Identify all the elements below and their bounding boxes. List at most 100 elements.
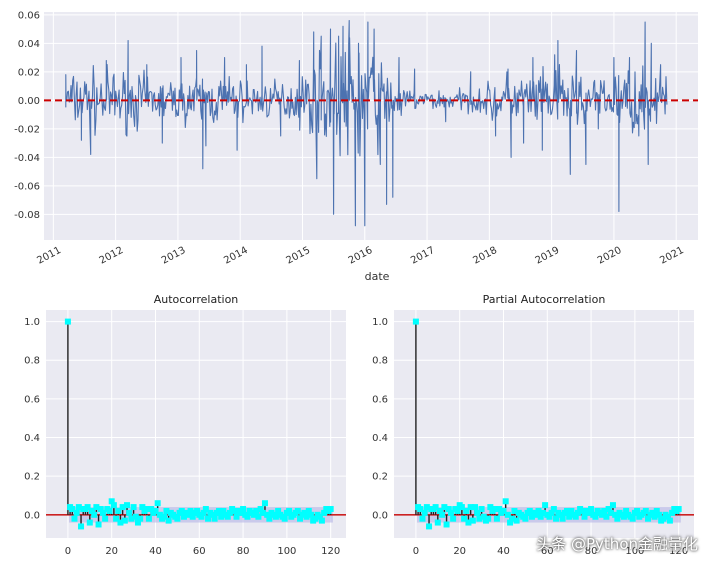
pacf-marker — [454, 507, 461, 514]
pacf-marker — [572, 513, 579, 520]
pacf-marker — [463, 507, 470, 514]
pacf-marker — [603, 513, 610, 520]
acf-marker — [152, 507, 159, 514]
pacf-marker — [660, 515, 667, 522]
acf-marker — [187, 507, 194, 514]
pacf-marker — [423, 504, 430, 511]
pacf-xtick-label: 20 — [453, 546, 466, 557]
pacf-marker — [535, 507, 542, 514]
acf-marker — [272, 513, 279, 520]
acf-marker — [264, 511, 271, 518]
pacf-marker — [607, 509, 614, 516]
acf-marker — [119, 504, 126, 511]
acf-marker — [124, 502, 131, 509]
ts-ytick-label: -0.06 — [14, 181, 40, 192]
pacf-marker — [548, 509, 555, 516]
watermark: 头条 @Python金融量化 — [536, 535, 698, 553]
pacf-marker — [653, 507, 660, 514]
acf-marker — [226, 509, 233, 516]
ts-ytick-label: -0.08 — [14, 210, 40, 221]
acf-marker — [99, 509, 106, 516]
ts-ytick-label: 0.04 — [18, 39, 40, 50]
pacf-marker — [447, 509, 454, 516]
acf-marker — [202, 506, 209, 513]
pacf-marker — [511, 507, 518, 514]
acf-marker — [205, 515, 212, 522]
acf-marker — [106, 507, 113, 514]
acf-marker — [180, 513, 187, 520]
acf-xtick-label: 80 — [237, 546, 250, 557]
pacf-marker — [513, 517, 520, 524]
pacf-marker — [568, 507, 575, 514]
ts-series-line — [65, 19, 668, 227]
acf-xtick-label: 20 — [105, 546, 118, 557]
pacf-marker — [439, 511, 446, 518]
pacf-marker — [461, 515, 468, 522]
acf-marker — [312, 515, 319, 522]
pacf-marker — [620, 513, 627, 520]
acf-xtick-label: 100 — [277, 546, 296, 557]
pacf-marker — [504, 511, 511, 518]
acf-marker — [220, 507, 227, 514]
ts-ytick-label: 0.06 — [18, 10, 40, 21]
acf-marker — [128, 515, 135, 522]
acf-marker — [137, 515, 144, 522]
ts-ytick-label: 0.02 — [18, 67, 40, 78]
acf-marker — [73, 509, 80, 516]
acf-marker — [185, 511, 192, 518]
acf-marker — [108, 498, 115, 505]
acf-marker — [251, 511, 258, 518]
pacf-marker — [579, 507, 586, 514]
acf-marker — [261, 500, 268, 507]
ts-xlabel: date — [365, 270, 390, 283]
acf-marker — [95, 521, 102, 528]
ts-xtick-label: 2013 — [160, 245, 188, 267]
acf-marker — [93, 504, 100, 511]
ts-xtick-label: 2017 — [409, 245, 437, 267]
pacf-plot-area — [394, 310, 694, 538]
acf-marker — [126, 509, 133, 516]
pacf-marker — [443, 521, 450, 528]
pacf-marker — [629, 515, 636, 522]
pacf-marker — [559, 515, 566, 522]
pacf-marker — [588, 506, 595, 513]
ts-ytick-label: 0.00 — [18, 96, 40, 107]
acf-marker — [88, 507, 95, 514]
pacf-marker — [491, 506, 498, 513]
acf-marker — [163, 507, 170, 514]
acf-marker — [211, 515, 218, 522]
pacf-marker — [441, 504, 448, 511]
pacf-ytick-label: 0.8 — [372, 356, 388, 367]
pacf-marker — [419, 515, 426, 522]
acf-marker — [145, 515, 152, 522]
acf-marker — [200, 509, 207, 516]
acf-marker — [178, 507, 185, 514]
ts-xtick-label: 2019 — [534, 245, 562, 267]
pacf-chart: 0.0 0.2 0.4 0.6 0.8 1.0 0 20 40 60 80 100 120 Partial… — [372, 293, 694, 557]
pacf-marker — [675, 506, 682, 513]
acf-marker — [91, 511, 98, 518]
acf-marker — [244, 513, 251, 520]
pacf-marker — [581, 513, 588, 520]
pacf-xtick-label: 100 — [625, 546, 644, 557]
pacf-marker — [649, 509, 656, 516]
ts-xtick-label: 2016 — [347, 245, 375, 267]
pacf-marker — [493, 515, 500, 522]
pacf-marker — [478, 506, 485, 513]
acf-marker — [132, 513, 139, 520]
acf-marker — [327, 506, 334, 513]
acf-ytick-label: 0.8 — [24, 356, 40, 367]
pacf-marker — [496, 506, 503, 513]
acf-ytick-label: 1.0 — [24, 317, 40, 328]
acf-marker — [209, 511, 216, 518]
acf-marker — [240, 506, 247, 513]
acf-marker — [117, 519, 124, 526]
pacf-marker — [553, 515, 560, 522]
acf-ytick-label: 0.2 — [24, 472, 40, 483]
pacf-marker — [563, 507, 570, 514]
acf-marker — [194, 507, 201, 514]
pacf-marker — [669, 509, 676, 516]
pacf-marker — [601, 507, 608, 514]
pacf-marker — [528, 513, 535, 520]
acf-marker — [259, 509, 266, 516]
